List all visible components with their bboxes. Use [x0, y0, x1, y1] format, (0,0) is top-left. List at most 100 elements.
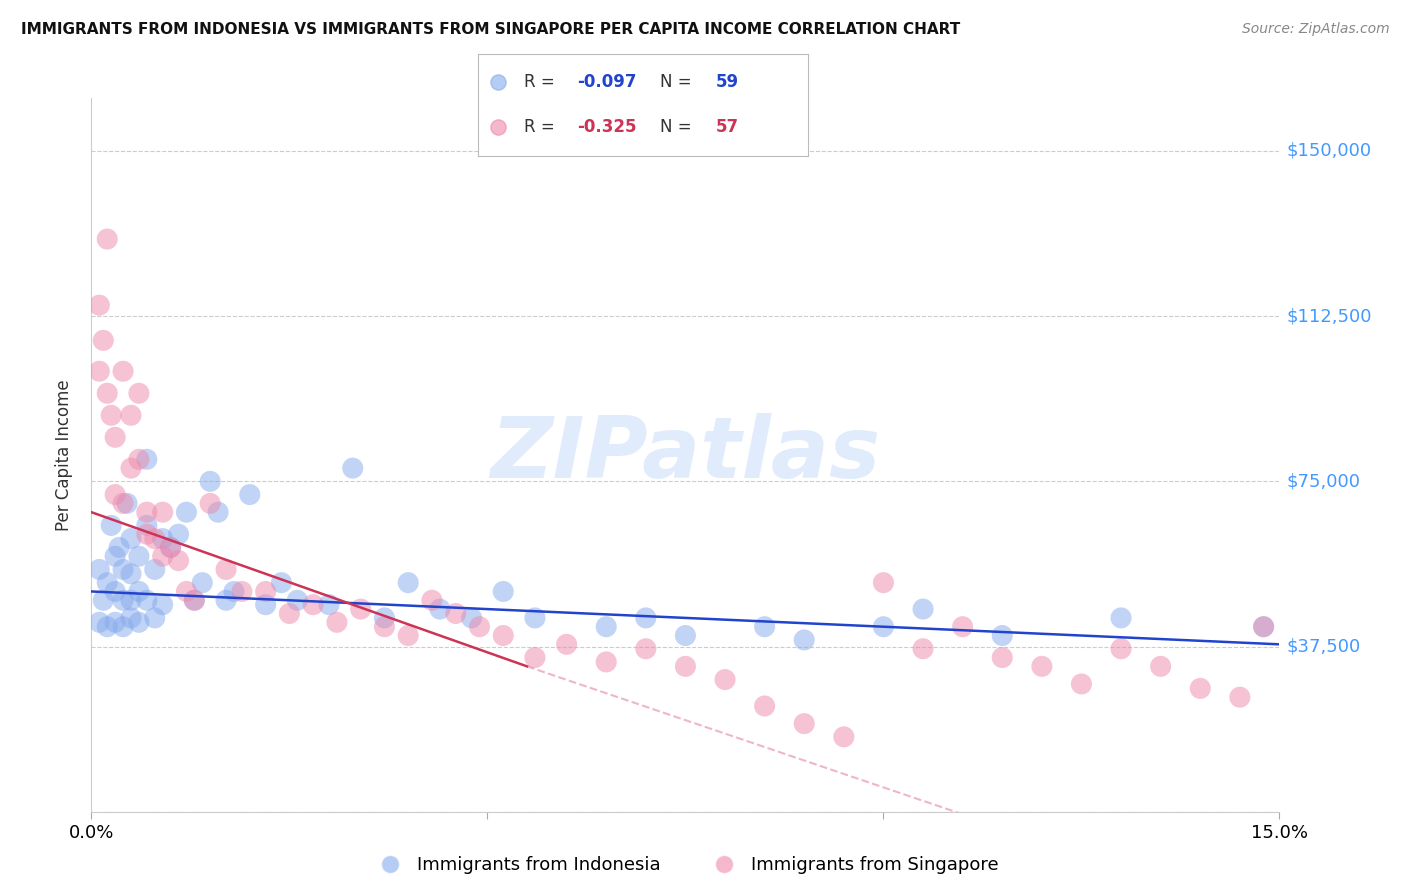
- Point: [714, 673, 737, 687]
- Point: [152, 598, 174, 612]
- Point: [1253, 620, 1275, 634]
- Point: [108, 541, 131, 555]
- Point: [112, 593, 135, 607]
- Point: [254, 584, 277, 599]
- Point: [429, 602, 451, 616]
- Point: [167, 554, 190, 568]
- Point: [911, 602, 934, 616]
- Point: [89, 298, 111, 312]
- Point: [793, 632, 815, 647]
- Point: [1109, 641, 1132, 656]
- Point: [135, 527, 157, 541]
- Point: [595, 620, 617, 634]
- Point: [231, 584, 253, 599]
- Point: [285, 593, 308, 607]
- Point: [128, 549, 150, 564]
- Point: [215, 562, 238, 576]
- Point: [176, 584, 198, 599]
- Point: [215, 593, 238, 607]
- Point: [832, 730, 855, 744]
- Point: [420, 593, 443, 607]
- Point: [128, 386, 150, 401]
- Point: [143, 562, 166, 576]
- Point: [128, 615, 150, 630]
- Point: [673, 628, 696, 642]
- Point: [239, 487, 262, 501]
- Point: [143, 532, 166, 546]
- Point: [96, 232, 118, 246]
- Point: [91, 593, 114, 607]
- Point: [96, 620, 118, 634]
- Point: [120, 611, 142, 625]
- Point: [1070, 677, 1092, 691]
- Point: [911, 641, 934, 656]
- Point: [1150, 659, 1173, 673]
- Point: [254, 598, 277, 612]
- Point: [872, 575, 894, 590]
- Point: [183, 593, 205, 607]
- Text: -0.325: -0.325: [578, 119, 637, 136]
- Point: [1189, 681, 1212, 696]
- Point: [754, 698, 776, 713]
- Point: [991, 628, 1014, 642]
- Point: [120, 409, 142, 423]
- Y-axis label: Per Capita Income: Per Capita Income: [55, 379, 73, 531]
- Point: [673, 659, 696, 673]
- Point: [104, 584, 127, 599]
- Point: [492, 584, 515, 599]
- Text: 57: 57: [716, 119, 740, 136]
- Point: [460, 611, 482, 625]
- Point: [373, 620, 395, 634]
- Point: [523, 650, 546, 665]
- Point: [128, 584, 150, 599]
- Text: $75,000: $75,000: [1286, 473, 1361, 491]
- Point: [89, 364, 111, 378]
- Point: [143, 611, 166, 625]
- Point: [350, 602, 373, 616]
- Point: [112, 364, 135, 378]
- Point: [152, 505, 174, 519]
- Point: [152, 549, 174, 564]
- Point: [128, 452, 150, 467]
- Point: [207, 505, 229, 519]
- Point: [318, 598, 340, 612]
- Point: [793, 716, 815, 731]
- Point: [152, 532, 174, 546]
- Point: [100, 409, 122, 423]
- Point: [120, 593, 142, 607]
- Point: [396, 628, 419, 642]
- Point: [991, 650, 1014, 665]
- Point: [200, 496, 222, 510]
- Point: [373, 611, 395, 625]
- Text: $112,500: $112,500: [1286, 307, 1372, 326]
- Point: [595, 655, 617, 669]
- Point: [1109, 611, 1132, 625]
- Text: N =: N =: [659, 73, 696, 91]
- Point: [191, 575, 214, 590]
- Point: [444, 607, 467, 621]
- Point: [159, 541, 181, 555]
- Point: [176, 505, 198, 519]
- Point: [634, 611, 657, 625]
- Point: [278, 607, 301, 621]
- Point: [96, 386, 118, 401]
- Point: [872, 620, 894, 634]
- Point: [135, 518, 157, 533]
- Point: [200, 475, 222, 489]
- Point: [120, 566, 142, 581]
- Point: [112, 562, 135, 576]
- Point: [167, 527, 190, 541]
- Text: Source: ZipAtlas.com: Source: ZipAtlas.com: [1241, 22, 1389, 37]
- Point: [754, 620, 776, 634]
- Text: 59: 59: [716, 73, 740, 91]
- Point: [302, 598, 325, 612]
- Point: [952, 620, 974, 634]
- Point: [396, 575, 419, 590]
- Point: [634, 641, 657, 656]
- Point: [270, 575, 292, 590]
- Point: [1253, 620, 1275, 634]
- Point: [1031, 659, 1053, 673]
- Point: [96, 575, 118, 590]
- Point: [104, 615, 127, 630]
- Point: [183, 593, 205, 607]
